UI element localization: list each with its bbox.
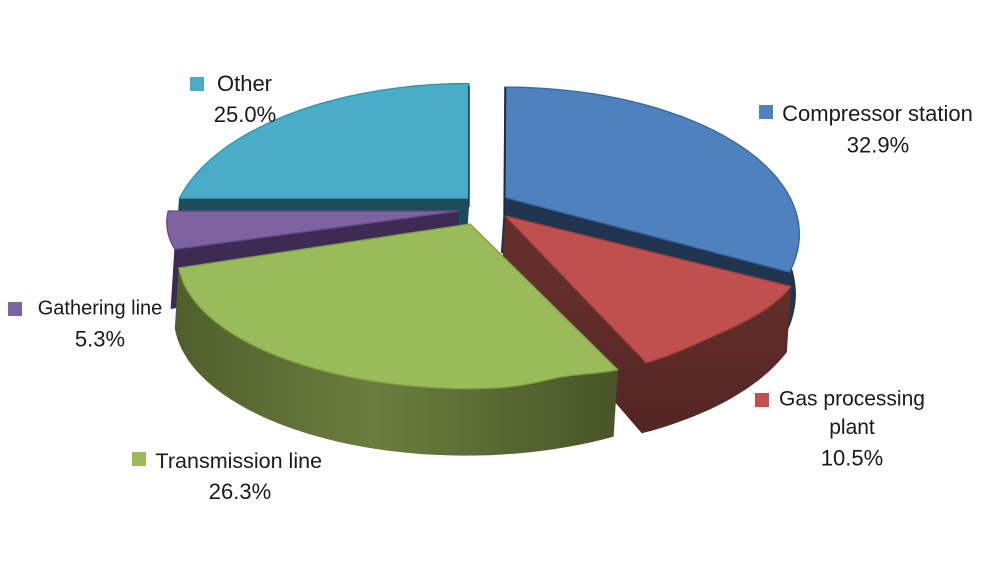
svg-text:25.0%: 25.0% — [214, 102, 276, 127]
svg-text:Compressor station: Compressor station — [782, 101, 973, 126]
svg-text:Gas processing: Gas processing — [779, 388, 925, 411]
svg-text:Transmission line: Transmission line — [156, 449, 322, 473]
svg-text:Gathering line: Gathering line — [38, 298, 163, 320]
svg-text:10.5%: 10.5% — [821, 446, 883, 471]
svg-text:32.9%: 32.9% — [847, 133, 909, 158]
svg-text:26.3%: 26.3% — [209, 479, 271, 504]
svg-text:5.3%: 5.3% — [75, 327, 125, 352]
svg-text:plant: plant — [829, 416, 875, 439]
svg-text:Other: Other — [217, 71, 272, 96]
